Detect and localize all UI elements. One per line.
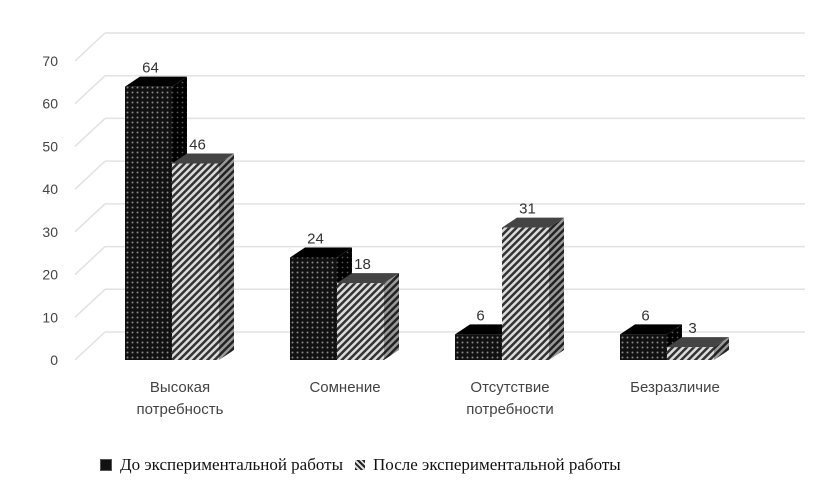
y-tick-label: 20 [42,267,58,283]
bar-top [290,247,352,258]
bar-top [337,273,399,284]
x-tick-label: потребности [466,401,554,418]
y-tick-label: 30 [42,224,58,240]
bar-top [172,153,234,164]
gridline-diagonal [74,75,106,105]
data-label: 6 [476,307,484,324]
data-label: 64 [142,60,159,77]
y-tick-label: 40 [42,181,58,197]
bar [667,347,714,360]
bar-side [714,337,729,360]
x-tick-label: Высокая [150,379,210,396]
data-label: 3 [688,320,696,337]
data-label: 24 [307,230,324,247]
bar [620,334,667,360]
bar [337,283,384,360]
bar [502,227,549,360]
y-tick-label: 70 [42,53,58,69]
bar-top [620,324,682,335]
bar-top [667,337,729,348]
gridline-diagonal [74,331,106,361]
gridline-diagonal [74,246,106,276]
bar [125,86,172,360]
bar-side [384,273,399,360]
gridline-diagonal [74,117,106,147]
x-tick-label: Сомнение [309,379,380,396]
bar-top [502,217,564,228]
y-tick-label: 60 [42,96,58,112]
gridline-diagonal [74,203,106,233]
bar [172,163,219,360]
data-label: 31 [519,201,536,218]
legend-label: До экспериментальной работы [120,455,344,474]
bar-top [455,324,517,335]
x-tick-label: потребность [137,401,224,418]
legend-swatch-dots-icon [100,459,112,471]
gridline-diagonal [74,288,106,318]
legend-item-after: После экспериментальной работы [355,455,621,475]
y-tick-label: 10 [42,309,58,325]
bar-side [549,217,564,360]
data-label: 6 [641,307,649,324]
bar [290,257,337,360]
bar-top [125,76,187,87]
data-label: 46 [189,137,206,154]
legend-item-before: До экспериментальной работы [100,455,343,475]
bar-side [219,153,234,360]
legend-swatch-stripes-icon [355,460,366,470]
data-label: 18 [354,256,371,273]
legend-label: После экспериментальной работы [373,455,621,474]
bar [455,334,502,360]
x-tick-label: Отсутствие [470,379,549,396]
legend: До экспериментальной работы После экспер… [100,455,633,475]
y-tick-label: 50 [42,138,58,154]
y-tick-label: 0 [50,352,58,368]
x-tick-label: Безразличие [630,379,720,396]
gridline-diagonal [74,160,106,190]
gridline-diagonal [74,32,106,62]
